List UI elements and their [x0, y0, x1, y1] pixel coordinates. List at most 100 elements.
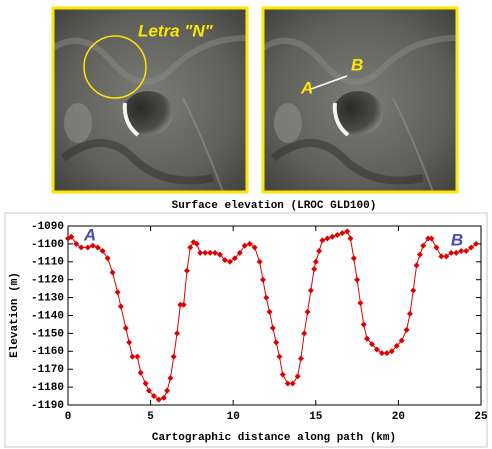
y-tick-label: -1140: [31, 310, 64, 322]
data-point: [438, 253, 445, 260]
data-point: [89, 242, 96, 249]
data-point: [364, 335, 371, 342]
data-point: [344, 228, 351, 235]
annotation: A: [83, 225, 96, 244]
data-point: [68, 233, 75, 240]
data-point: [316, 248, 323, 255]
data-point: [170, 353, 177, 360]
data-point: [109, 269, 116, 276]
y-tick-label: -1090: [31, 221, 64, 233]
data-point: [180, 301, 187, 308]
y-tick-label: -1150: [31, 328, 64, 340]
data-point: [368, 341, 375, 348]
data-point: [307, 287, 314, 294]
y-tick-label: -1180: [31, 382, 64, 394]
x-tick-label: 5: [147, 411, 154, 423]
data-point: [413, 262, 420, 269]
data-point: [202, 249, 209, 256]
y-tick-label: -1190: [31, 400, 64, 412]
data-point: [221, 257, 228, 264]
data-point: [373, 346, 380, 353]
data-point: [393, 342, 400, 349]
data-point: [122, 325, 129, 332]
x-tick-label: 0: [65, 411, 72, 423]
data-point: [410, 287, 417, 294]
data-point: [193, 240, 200, 247]
data-point: [137, 369, 144, 376]
data-point: [216, 251, 223, 258]
data-point: [126, 339, 133, 346]
data-point: [117, 303, 124, 310]
data-point: [425, 235, 432, 242]
data-point: [453, 249, 460, 256]
data-point: [354, 276, 361, 283]
data-point: [183, 267, 190, 274]
data-point: [231, 255, 238, 262]
data-point: [311, 265, 318, 272]
data-point: [155, 396, 162, 403]
data-point: [388, 348, 395, 355]
x-tick-label: 15: [309, 411, 323, 423]
data-point: [420, 242, 427, 249]
data-point: [187, 244, 194, 251]
data-point: [350, 255, 357, 262]
data-point: [428, 235, 435, 242]
data-point: [468, 244, 475, 251]
data-point: [416, 251, 423, 258]
data-point: [279, 371, 286, 378]
y-tick-label: -1110: [31, 257, 64, 269]
data-point: [406, 310, 413, 317]
data-point: [78, 244, 85, 251]
data-point: [259, 276, 266, 283]
image-left: [53, 8, 247, 192]
image-right: [263, 8, 457, 192]
y-tick-label: -1170: [31, 364, 64, 376]
data-point: [256, 258, 263, 265]
x-tick-label: 20: [392, 411, 405, 423]
data-point: [473, 240, 480, 247]
data-point: [236, 249, 243, 256]
chart-frame: [4, 212, 488, 448]
data-point: [324, 235, 331, 242]
data-point: [360, 321, 367, 328]
data-point: [197, 249, 204, 256]
data-point: [226, 258, 233, 265]
data-point: [212, 249, 219, 256]
data-point: [73, 240, 80, 247]
data-point: [463, 248, 470, 255]
x-axis-label: Cartographic distance along path (km): [152, 432, 396, 444]
data-point: [273, 339, 280, 346]
y-tick-label: -1130: [31, 293, 64, 305]
data-point: [347, 235, 354, 242]
data-point: [241, 242, 248, 249]
data-point: [319, 237, 326, 244]
data-point: [458, 248, 465, 255]
data-point: [443, 253, 450, 260]
y-axis-label: Elevation (m): [9, 272, 21, 358]
y-tick-label: -1100: [31, 239, 64, 251]
data-point: [312, 258, 319, 265]
data-point: [129, 353, 136, 360]
data-point: [297, 355, 304, 362]
data-point: [269, 325, 276, 332]
data-point: [99, 248, 106, 255]
data-point: [167, 375, 174, 382]
data-point: [266, 308, 273, 315]
data-point: [134, 353, 141, 360]
data-point: [263, 294, 270, 301]
data-point: [294, 373, 301, 380]
image-label: B: [351, 55, 363, 74]
data-point: [104, 255, 111, 262]
data-point: [276, 353, 283, 360]
data-point: [142, 380, 149, 387]
data-point: [284, 380, 291, 387]
data-point: [289, 380, 296, 387]
chart: -1190 -1180 -1170 -1160 -1150 -1140 -1130 -1120…: [31, 221, 488, 423]
data-point: [433, 244, 440, 251]
data-point: [246, 240, 253, 247]
data-point: [207, 249, 214, 256]
data-point: [174, 330, 181, 337]
y-tick-label: -1120: [31, 275, 64, 287]
annotation: B: [451, 230, 463, 249]
